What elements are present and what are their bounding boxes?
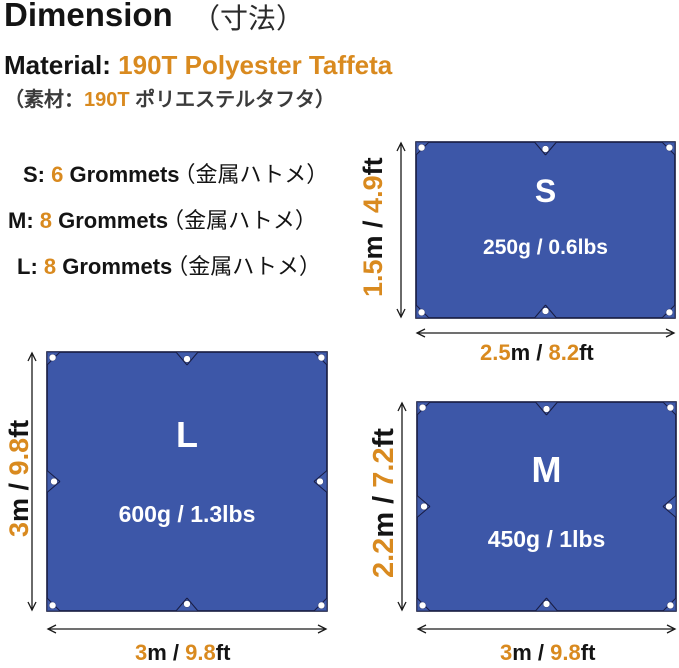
svg-text:L: L xyxy=(176,414,198,455)
svg-text:250g / 0.6lbs: 250g / 0.6lbs xyxy=(483,236,608,259)
svg-text:M: M xyxy=(532,449,562,490)
svg-text:600g / 1.3lbs: 600g / 1.3lbs xyxy=(119,501,256,527)
svg-text:450g / 1lbs: 450g / 1lbs xyxy=(488,526,606,552)
svg-text:S: S xyxy=(535,173,556,209)
